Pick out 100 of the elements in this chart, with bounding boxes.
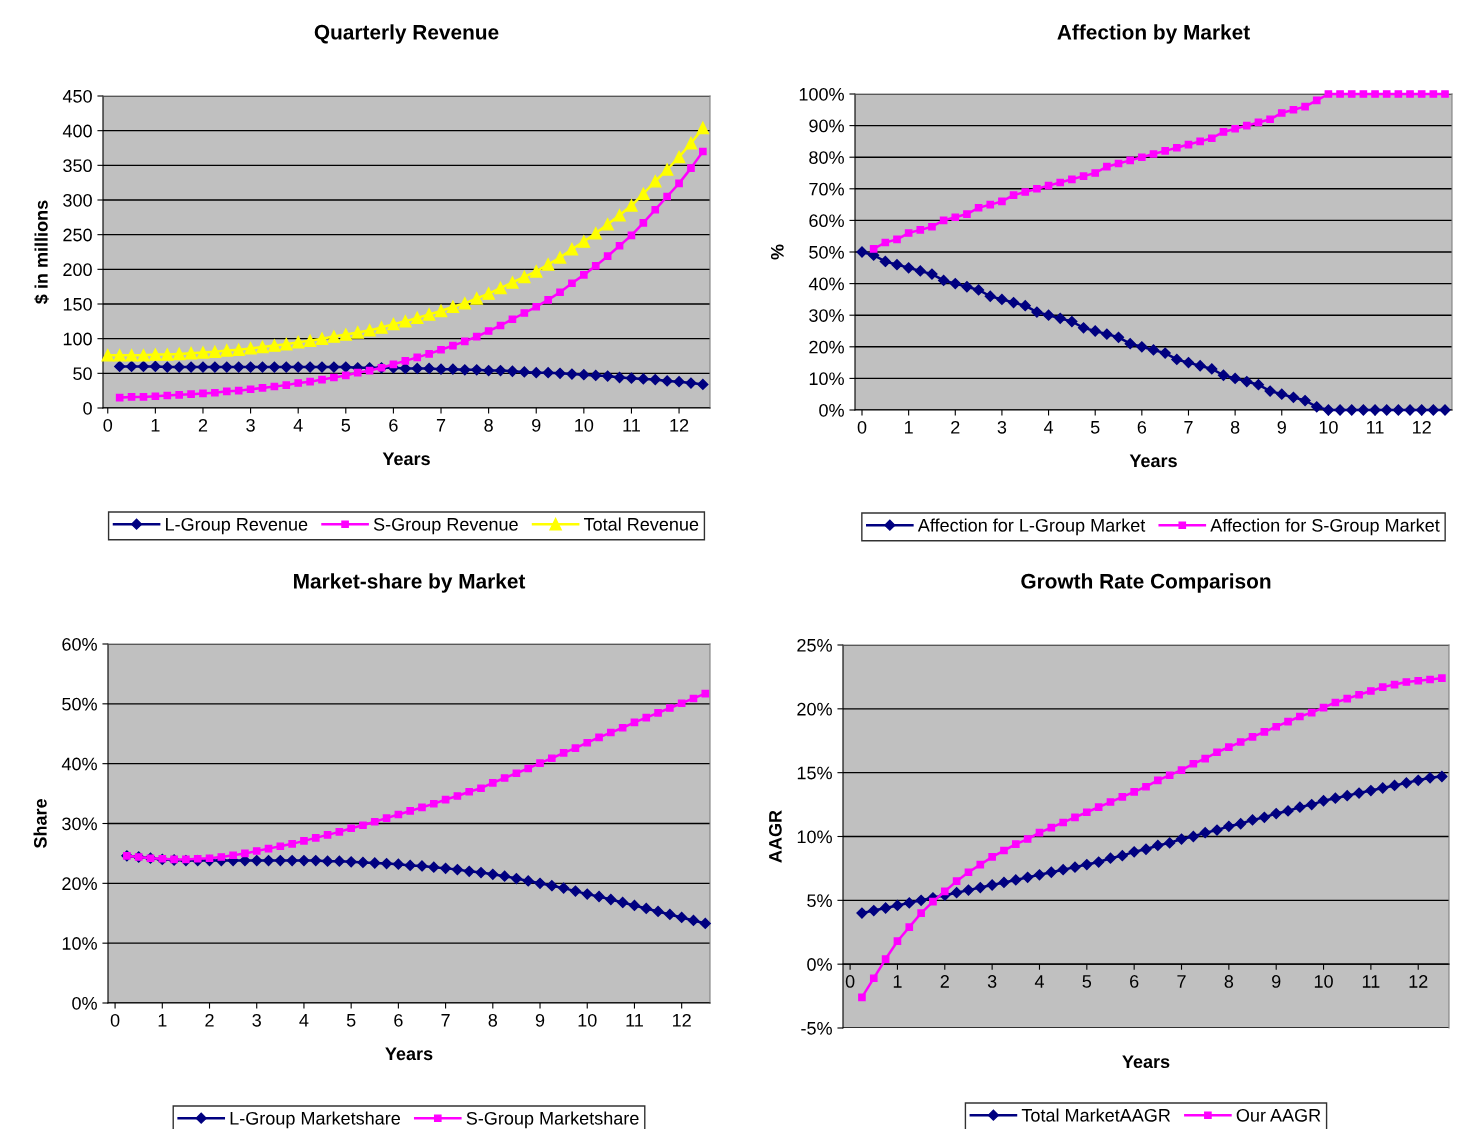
legend-label: S-Group Marketshare [466,1111,639,1129]
x-tick-label: 4 [299,1014,309,1027]
x-tick-label: 1 [904,421,913,434]
y-tick-label: 70% [809,182,844,196]
x-tick-label: 9 [1277,420,1286,434]
x-axis-title: Years [1129,454,1177,468]
y-tick-label: 60% [62,637,97,651]
legend-label: L-Group Revenue [166,517,308,535]
y-tick-label: 350 [63,159,92,173]
x-tick-label: 1 [151,419,160,432]
y-axis-title: AAGR [768,810,782,863]
x-axis-title: Years [385,1047,433,1061]
x-tick-label: 3 [997,420,1007,434]
x-tick-label: 11 [623,419,640,432]
x-tick-label: 12 [673,1013,691,1027]
chart-title: Affection by Market [1057,24,1250,44]
chart-title: Market-share by Market [294,573,526,593]
x-tick-label: 6 [389,418,398,432]
x-tick-label: 11 [1367,421,1384,434]
y-tick-label: 5% [807,894,832,908]
x-tick-label: 12 [1409,975,1428,988]
y-tick-label: 15% [797,766,832,780]
x-tick-label: 7 [436,419,446,432]
x-tick-label: 12 [1413,420,1431,434]
y-tick-label: 200 [63,263,92,277]
x-tick-label: 8 [1224,975,1234,988]
x-tick-label: 10 [578,1013,597,1027]
y-tick-label: 300 [63,193,92,207]
y-axis-title: % [770,244,784,260]
x-tick-label: 6 [1137,420,1147,434]
y-tick-label: 60% [809,214,844,228]
x-tick-label: 9 [535,1013,545,1027]
x-tick-label: 5 [341,419,351,432]
x-tick-label: 2 [205,1013,214,1027]
x-tick-label: 2 [198,418,208,432]
y-axis-title: Share [33,799,47,849]
y-tick-label: 40% [61,757,97,771]
x-tick-label: 9 [1272,975,1281,988]
legend-label: Our AAGR [1236,1108,1321,1122]
legend-label: Affection for S-Group Market [1210,518,1440,536]
y-tick-label: 0% [72,996,97,1010]
y-tick-label: 10% [809,372,844,386]
y-tick-label: 450 [62,89,92,103]
x-tick-label: 4 [1043,421,1054,434]
x-tick-label: 8 [488,1013,498,1027]
y-tick-label: 100% [799,87,844,101]
x-tick-label: 0 [845,975,855,988]
chart-title: Growth Rate Comparison [1021,573,1271,593]
y-tick-label: 10% [62,937,97,950]
x-tick-label: 7 [441,1014,450,1027]
y-axis-title: $ in millions [34,200,49,304]
x-tick-label: 0 [103,418,113,432]
x-tick-label: 1 [893,975,902,988]
x-tick-label: 1 [158,1014,167,1027]
x-tick-label: 5 [1090,421,1100,434]
x-tick-label: 10 [1314,975,1333,988]
x-tick-label: 3 [252,1013,261,1027]
y-tick-label: 40% [808,277,844,291]
y-tick-label: 50% [809,245,844,259]
x-axis-title: Years [1122,1055,1170,1069]
y-tick-label: -5% [801,1022,832,1035]
x-tick-label: 10 [1319,420,1338,434]
x-axis-title: Years [382,452,430,466]
x-tick-label: 0 [110,1013,120,1027]
x-tick-label: 5 [346,1014,356,1027]
legend-label: S-Group Revenue [373,517,518,535]
x-tick-label: 0 [857,420,867,434]
y-tick-label: 20% [797,702,832,716]
y-tick-label: 30% [809,309,844,322]
y-tick-label: 20% [809,340,844,354]
x-tick-label: 2 [940,975,949,988]
y-tick-label: 25% [797,638,832,652]
legend-label: L-Group Marketshare [230,1111,400,1129]
x-tick-label: 3 [246,418,255,432]
x-tick-label: 5 [1082,975,1092,988]
y-tick-label: 10% [797,830,832,844]
x-tick-label: 7 [1184,421,1193,434]
y-tick-label: 90% [809,119,844,133]
y-tick-label: 0% [807,958,832,971]
x-tick-label: 11 [626,1014,643,1027]
y-tick-label: 0 [83,401,92,415]
y-tick-label: 400 [62,124,92,138]
x-tick-label: 4 [293,419,303,432]
y-tick-label: 150 [63,297,92,311]
x-tick-label: 4 [1034,975,1044,988]
legend-label: Total Revenue [583,517,699,531]
x-tick-label: 12 [670,418,689,432]
x-tick-label: 8 [484,418,493,432]
y-tick-label: 250 [63,228,92,242]
legend-label: Total MarketAAGR [1021,1108,1171,1122]
y-tick-label: 50% [62,697,97,711]
x-tick-label: 9 [532,418,541,432]
y-tick-label: 50 [73,367,92,381]
x-tick-label: 6 [394,1013,403,1027]
y-tick-label: 30% [62,817,97,831]
y-tick-label: 20% [62,877,97,891]
x-tick-label: 10 [575,418,594,432]
legend-label: Affection for L-Group Market [917,518,1146,536]
y-tick-label: 80% [809,151,844,164]
x-tick-label: 6 [1130,975,1139,988]
